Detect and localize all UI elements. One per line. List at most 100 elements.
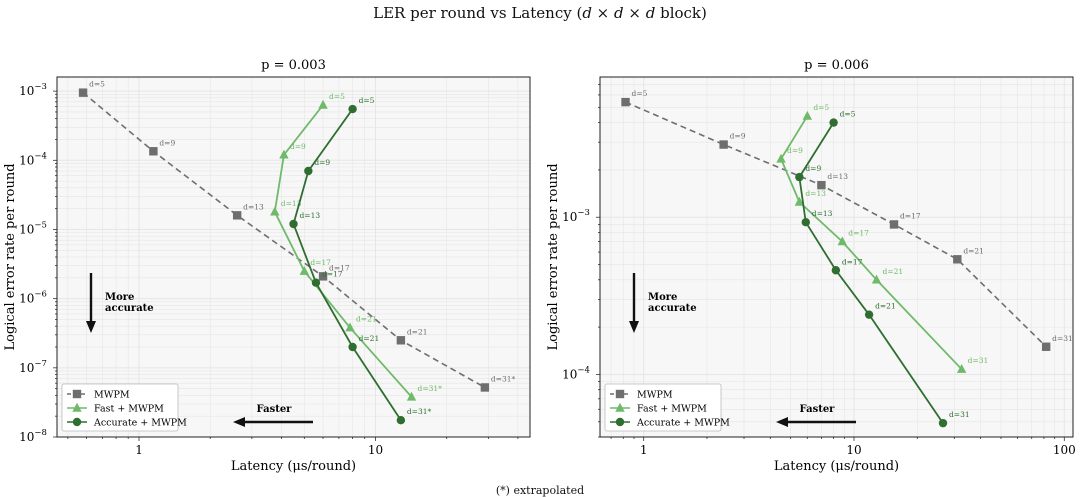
legend-box bbox=[61, 383, 179, 432]
y-tick-label: 10−8 bbox=[19, 428, 47, 444]
point-label-fast: d=21 bbox=[883, 267, 904, 276]
series-line-mwpm bbox=[625, 101, 1047, 348]
point-label-mwpm: d=5 bbox=[632, 89, 648, 98]
data-point-fast bbox=[794, 196, 805, 206]
data-point-accurate bbox=[831, 266, 841, 275]
point-label-accurate: d=31* bbox=[407, 407, 432, 416]
data-point-accurate bbox=[938, 418, 948, 428]
footnote: (*) extrapolated bbox=[495, 484, 585, 497]
point-label-fast: d=17 bbox=[310, 258, 331, 267]
y-tick-label: 10−4 bbox=[19, 151, 47, 167]
plot-area bbox=[600, 77, 1073, 437]
point-label-fast: d=13 bbox=[281, 199, 302, 208]
y-tick-label: 10−4 bbox=[562, 365, 590, 381]
x-tick-label: 100 bbox=[1053, 443, 1076, 457]
x-tick-label: 10 bbox=[846, 443, 861, 457]
data-point-mwpm bbox=[232, 211, 242, 220]
data-point-accurate bbox=[304, 166, 313, 176]
data-point-fast bbox=[406, 391, 417, 401]
point-label-accurate: d=5 bbox=[840, 110, 856, 119]
legend: MWPM Fast + MWPM Accurate + MWPM bbox=[61, 383, 187, 432]
x-tick-label: 1 bbox=[135, 443, 143, 457]
more-accurate-label: More accurate bbox=[105, 292, 154, 314]
point-label-accurate: d=21 bbox=[875, 302, 896, 311]
x-tick-label: 1 bbox=[640, 443, 648, 457]
point-label-mwpm: d=9 bbox=[730, 132, 746, 141]
series-line-accurate bbox=[798, 122, 944, 424]
data-point-accurate bbox=[795, 172, 804, 182]
figure-title: LER per round vs Latency (d × d × d bloc… bbox=[0, 4, 1080, 22]
point-label-accurate: d=31 bbox=[949, 410, 970, 419]
point-label-mwpm: d=21 bbox=[407, 327, 428, 336]
x-tick-label: 10 bbox=[368, 443, 383, 457]
series-line-fast bbox=[780, 115, 963, 370]
legend-label-fast: Fast + MWPM bbox=[637, 404, 707, 415]
left-arrow-head bbox=[233, 417, 245, 427]
data-point-fast bbox=[279, 149, 289, 159]
series-mwpm: d=5 d=9 d=13 d=17 d=21 d=31* bbox=[78, 80, 516, 392]
data-point-accurate bbox=[348, 104, 357, 114]
series-line-accurate bbox=[292, 108, 402, 421]
grid bbox=[57, 77, 530, 438]
data-point-accurate bbox=[311, 278, 321, 287]
data-point-fast bbox=[837, 236, 848, 246]
series-fast: d=5 d=9 d=13 d=17 d=21 d=31 bbox=[776, 103, 988, 373]
point-label-accurate: d=21 bbox=[359, 334, 380, 343]
y-tick-label: 10−3 bbox=[19, 82, 47, 98]
axes-frame bbox=[56, 76, 531, 438]
point-label-mwpm: d=31 bbox=[1052, 334, 1073, 343]
point-label-mwpm: d=9 bbox=[159, 138, 175, 147]
data-point-accurate bbox=[289, 219, 298, 229]
y-axis-label: Logical error rate per round bbox=[3, 163, 18, 350]
legend-swatch-marker bbox=[72, 402, 82, 412]
point-label-fast: d=9 bbox=[290, 142, 306, 151]
annotation-more-accurate: More accurate bbox=[629, 273, 697, 333]
legend-label-accurate: Accurate + MWPM bbox=[636, 418, 730, 429]
figure-title-prefix: LER per round vs Latency ( bbox=[373, 4, 583, 22]
faster-label: Faster bbox=[800, 404, 836, 415]
legend-label-fast: Fast + MWPM bbox=[94, 404, 164, 415]
legend-label-mwpm: MWPM bbox=[637, 390, 673, 401]
point-label-fast: d=5 bbox=[813, 103, 829, 112]
down-arrow-head bbox=[629, 321, 639, 333]
chart-panel-2: 1 10 100 10−4 10−3 p = 0.006 Latency (μs/round… bbox=[546, 58, 1076, 474]
legend-swatch-marker bbox=[72, 389, 82, 399]
data-point-mwpm bbox=[817, 180, 826, 190]
point-label-fast: d=9 bbox=[787, 146, 803, 155]
y-axis-label: Logical error rate per round bbox=[546, 163, 561, 350]
annotation-faster: Faster bbox=[233, 404, 313, 427]
legend-swatch-marker bbox=[615, 389, 625, 399]
y-tick-label: 10−5 bbox=[19, 220, 47, 236]
series-line-fast bbox=[273, 104, 413, 398]
point-label-accurate: d=17 bbox=[842, 257, 863, 266]
point-label-fast: d=31* bbox=[418, 384, 443, 393]
more-accurate-label: More accurate bbox=[648, 292, 697, 314]
point-label-mwpm: d=5 bbox=[89, 80, 105, 89]
point-label-mwpm: d=13 bbox=[243, 202, 264, 211]
series-mwpm: d=5 d=9 d=13 d=17 d=21 d=31 bbox=[621, 89, 1073, 351]
figure-title-suffix: block) bbox=[655, 4, 707, 22]
legend-label-accurate: Accurate + MWPM bbox=[93, 418, 187, 429]
panel-title: p = 0.003 bbox=[261, 58, 326, 73]
data-point-accurate bbox=[348, 342, 357, 352]
point-label-mwpm: d=17 bbox=[900, 211, 921, 220]
point-label-accurate: d=9 bbox=[314, 158, 330, 167]
data-point-mwpm bbox=[78, 88, 88, 97]
series-accurate: d=5 d=9 d=13 d=17 d=21 d=31 bbox=[795, 110, 970, 428]
faster-label: Faster bbox=[257, 404, 293, 415]
panel-title: p = 0.006 bbox=[804, 58, 869, 73]
data-point-accurate bbox=[864, 310, 874, 319]
axes-frame bbox=[599, 76, 1074, 438]
legend-label-mwpm: MWPM bbox=[94, 390, 130, 401]
data-point-fast bbox=[956, 363, 967, 373]
point-label-accurate: d=13 bbox=[812, 209, 833, 218]
chart-panel-1: 1 10 10−8 10−7 10−6 10−5 10−4 10−3 p = 0.003 Late… bbox=[3, 58, 531, 474]
legend-swatch-marker bbox=[615, 417, 625, 427]
point-label-fast: d=31 bbox=[968, 356, 989, 365]
data-point-mwpm bbox=[480, 383, 490, 392]
point-label-mwpm: d=13 bbox=[827, 172, 848, 181]
down-arrow-head bbox=[86, 321, 96, 333]
data-point-fast bbox=[776, 153, 786, 163]
point-label-fast: d=21 bbox=[356, 315, 377, 324]
